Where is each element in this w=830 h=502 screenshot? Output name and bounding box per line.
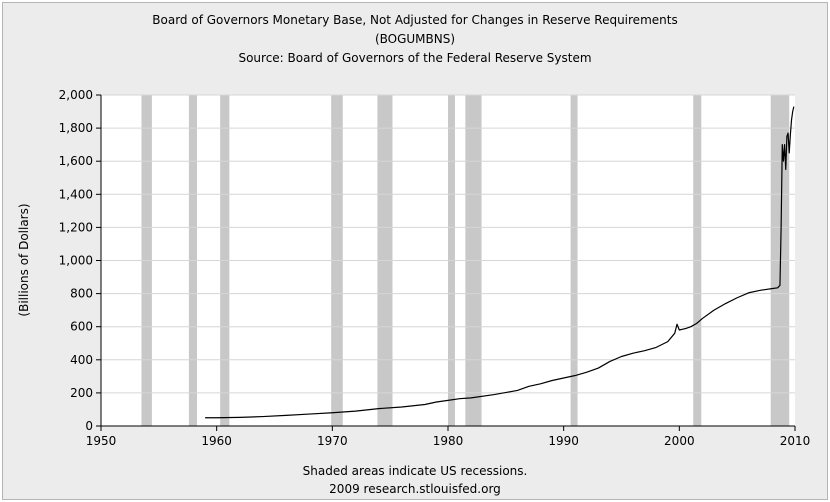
- chart-title: Board of Governors Monetary Base, Not Ad…: [152, 13, 677, 27]
- footer-recession-note: Shaded areas indicate US recessions.: [303, 464, 528, 478]
- x-tick-label-1: 1960: [201, 434, 232, 448]
- y-tick-label-2: 400: [70, 353, 93, 367]
- x-tick-label-3: 1980: [433, 434, 464, 448]
- data-line-layer: [205, 106, 795, 419]
- x-tick-label-2: 1970: [317, 434, 348, 448]
- gridlines: [101, 94, 795, 394]
- y-tick-label-0: 0: [85, 419, 93, 433]
- y-tick-label-8: 1,600: [59, 154, 93, 168]
- chart-svg: Board of Governors Monetary Base, Not Ad…: [17, 13, 811, 496]
- y-tick-label-9: 1,800: [59, 121, 93, 135]
- axes: [96, 94, 796, 431]
- x-tick-label-4: 1990: [548, 434, 579, 448]
- x-tick-labels: 1950 1960 1970 1980 1990 2000 2010: [86, 434, 811, 448]
- x-tick-label-6: 2010: [780, 434, 811, 448]
- y-axis-label: (Billions of Dollars): [17, 203, 31, 316]
- x-tick-label-5: 2000: [664, 434, 695, 448]
- y-tick-label-3: 600: [70, 320, 93, 334]
- y-tick-label-5: 1,000: [59, 254, 93, 268]
- y-tick-label-4: 800: [70, 287, 93, 301]
- y-tick-labels: 0 200 400 600 800 1,000 1,200 1,400 1,600 1,800 2,…: [59, 88, 93, 433]
- y-tick-label-6: 1,200: [59, 220, 93, 234]
- x-tick-label-0: 1950: [86, 434, 117, 448]
- y-tick-label-10: 2,000: [59, 88, 93, 102]
- series-line-0: [205, 106, 795, 419]
- y-tick-label-7: 1,400: [59, 187, 93, 201]
- chart-subtitle: (BOGUMBNS): [375, 32, 455, 46]
- y-tick-label-1: 200: [70, 386, 93, 400]
- footer-copyright: 2009 research.stlouisfed.org: [329, 482, 501, 496]
- chart-source: Source: Board of Governors of the Federa…: [238, 51, 591, 65]
